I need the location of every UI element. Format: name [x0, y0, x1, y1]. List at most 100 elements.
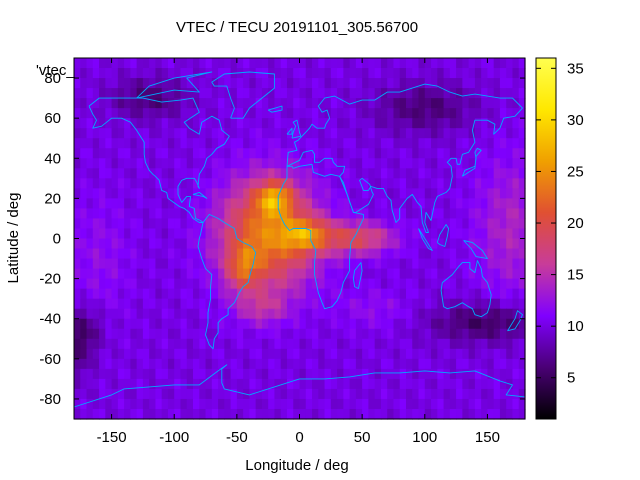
heatmap-cell — [249, 158, 257, 169]
heatmap-cell — [343, 58, 351, 69]
heatmap-cell — [80, 388, 88, 400]
heatmap-cell — [249, 368, 257, 380]
heatmap-cell — [86, 378, 94, 390]
heatmap-cell — [449, 68, 457, 79]
heatmap-cell — [105, 388, 113, 400]
heatmap-cell — [117, 308, 125, 320]
heatmap-cell — [236, 258, 244, 270]
heatmap-cell — [117, 378, 125, 390]
heatmap-cell — [280, 128, 288, 139]
heatmap-cell — [74, 318, 81, 330]
heatmap-cell — [255, 318, 263, 330]
heatmap-cell — [518, 138, 526, 149]
heatmap-cell — [437, 198, 445, 210]
heatmap-cell — [193, 108, 200, 119]
heatmap-cell — [337, 158, 344, 169]
heatmap-cell — [312, 328, 319, 340]
coastline — [436, 224, 450, 247]
heatmap-cell — [99, 118, 106, 129]
heatmap-cell — [211, 138, 219, 149]
heatmap-cell — [199, 88, 207, 99]
heatmap-cell — [211, 308, 219, 320]
heatmap-cell — [105, 308, 113, 320]
heatmap-cell — [186, 328, 194, 340]
heatmap-cell — [236, 398, 244, 410]
heatmap-cell — [286, 378, 294, 390]
heatmap-cell — [117, 58, 125, 69]
heatmap-cell — [343, 408, 351, 420]
heatmap-cell — [362, 258, 369, 270]
heatmap-cell — [167, 398, 175, 410]
heatmap-cell — [343, 308, 351, 320]
heatmap-cell — [374, 108, 382, 119]
heatmap-cell — [136, 208, 144, 220]
heatmap-cell — [211, 328, 219, 340]
heatmap-cell — [337, 278, 344, 290]
heatmap-cell — [117, 228, 125, 240]
heatmap-cell — [243, 178, 250, 189]
heatmap-cell — [218, 318, 225, 330]
heatmap-cell — [499, 168, 507, 179]
heatmap-cell — [268, 188, 276, 199]
heatmap-cell — [355, 158, 363, 169]
heatmap-cell — [299, 318, 307, 330]
heatmap-cell — [236, 218, 244, 230]
colorbar-tick-label: 20 — [567, 215, 584, 232]
heatmap-cell — [230, 238, 238, 250]
heatmap-cell — [312, 138, 319, 149]
heatmap-cell — [443, 298, 451, 310]
heatmap-cell — [349, 368, 357, 380]
heatmap-cell — [111, 238, 119, 250]
heatmap-cell — [193, 358, 200, 370]
heatmap-cell — [249, 98, 257, 109]
heatmap-cell — [518, 368, 526, 380]
heatmap-cell — [393, 288, 401, 300]
heatmap-cell — [405, 388, 413, 400]
heatmap-cell — [155, 138, 163, 149]
heatmap-cell — [80, 208, 88, 220]
heatmap-cell — [499, 248, 507, 260]
heatmap-cell — [155, 308, 163, 320]
heatmap-cell — [437, 148, 445, 159]
heatmap-cell — [393, 178, 401, 189]
heatmap-cell — [412, 198, 420, 210]
heatmap-cell — [230, 218, 238, 230]
heatmap-cell — [236, 288, 244, 300]
heatmap-cell — [324, 158, 332, 169]
heatmap-cell — [493, 198, 501, 210]
heatmap-cell — [293, 118, 301, 129]
heatmap-cell — [80, 318, 88, 330]
heatmap-cell — [493, 188, 501, 199]
heatmap-cell — [117, 158, 125, 169]
heatmap-cell — [518, 78, 526, 89]
colorbar-tick-label: 25 — [567, 163, 584, 180]
heatmap-cell — [86, 128, 94, 139]
heatmap-cell — [349, 408, 357, 420]
heatmap-cell — [92, 368, 100, 380]
heatmap-cell — [468, 298, 476, 310]
heatmap-cell — [293, 98, 301, 109]
heatmap-cell — [268, 358, 276, 370]
heatmap-cell — [111, 288, 119, 300]
heatmap-cell — [387, 268, 395, 280]
heatmap-cell — [506, 198, 514, 210]
heatmap-cell — [117, 68, 125, 79]
colorbar-tick-label: 15 — [567, 267, 584, 284]
heatmap-cell — [424, 308, 432, 320]
heatmap-cell — [293, 128, 301, 139]
heatmap-cell — [299, 288, 307, 300]
heatmap-cell — [481, 68, 489, 79]
heatmap-cell — [330, 138, 338, 149]
heatmap-cell — [362, 148, 369, 159]
heatmap-cell — [130, 268, 138, 280]
heatmap-cell — [111, 408, 119, 420]
heatmap-cell — [506, 218, 514, 230]
heatmap-cell — [80, 158, 88, 169]
heatmap-cell — [412, 68, 420, 79]
heatmap-cell — [124, 388, 131, 400]
heatmap-cell — [318, 58, 326, 69]
heatmap-cell — [349, 208, 357, 220]
heatmap-cell — [186, 408, 194, 420]
heatmap-cell — [474, 118, 482, 129]
heatmap-cell — [412, 358, 420, 370]
